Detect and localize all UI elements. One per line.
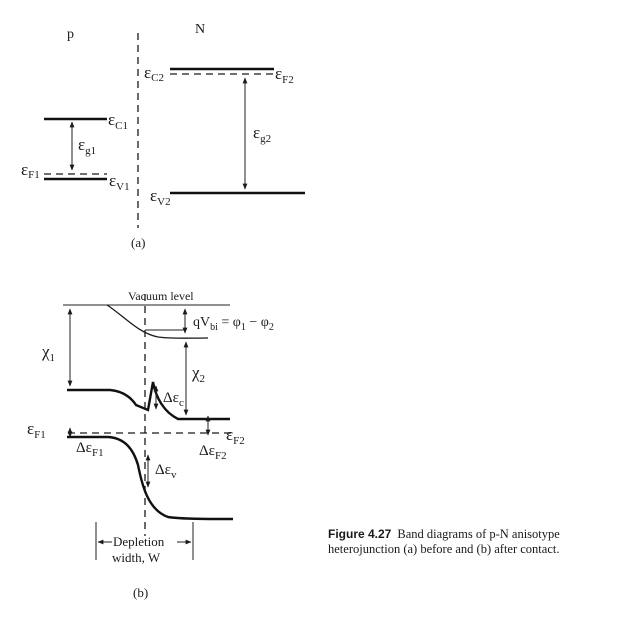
chi2-label: χ2 <box>191 363 205 385</box>
ec2-label: εC2 <box>144 63 164 84</box>
valence-band-b <box>67 435 234 521</box>
ev2-label: εV2 <box>150 186 171 208</box>
eg2-label: εg2 <box>253 123 271 145</box>
delta-ev-label: Δεv <box>155 462 177 481</box>
delta-ef2-label: ΔεF2 <box>199 443 227 462</box>
ef1-label: εF1 <box>21 160 40 181</box>
ev1-label: εV1 <box>109 171 130 193</box>
ef1-label-b: εF1 <box>27 419 46 441</box>
vacuum-level-curve <box>106 304 209 339</box>
ec1-label: εC1 <box>108 110 128 132</box>
panel-b-label: (b) <box>133 585 148 600</box>
depletion-label-line2: width, W <box>112 550 161 565</box>
caption-text: Band diagrams of p-N anisotype heterojun… <box>328 527 560 556</box>
chi1-label: χ1 <box>41 342 55 364</box>
ef2-label: εF2 <box>275 64 294 86</box>
conduction-band-b <box>67 381 230 421</box>
p-region-label: p <box>67 27 74 42</box>
depletion-label-line1: Depletion <box>113 534 165 549</box>
delta-ef1-label: ΔεF1 <box>76 440 104 459</box>
vacuum-level-label: Vacuum level <box>128 289 194 303</box>
figure-number: Figure 4.27 <box>328 527 392 541</box>
ef2-label-b: εF2 <box>226 425 245 447</box>
qvbi-label: qVbi = φ1 − φ2 <box>193 315 274 333</box>
n-region-label: N <box>195 22 205 37</box>
figure-caption: Figure 4.27 Band diagrams of p-N anisotyp… <box>328 527 628 556</box>
delta-ec-label: Δεc <box>163 390 184 409</box>
eg1-label: εg1 <box>78 135 96 157</box>
panel-a-label: (a) <box>131 235 145 250</box>
